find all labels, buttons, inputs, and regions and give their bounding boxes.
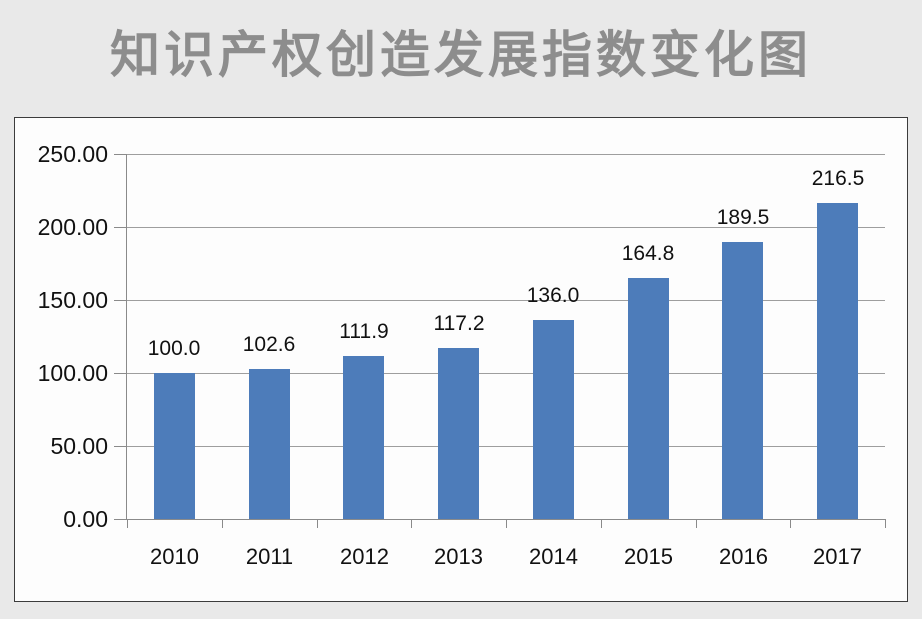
y-tick-100 (114, 373, 127, 374)
x-tick-0 (127, 519, 128, 528)
y-tick-label-50: 50.00 (50, 433, 108, 459)
bar-value-label-2011: 102.6 (242, 333, 296, 356)
bar-2015 (628, 278, 669, 519)
y-tick-label-0: 0.00 (63, 506, 108, 532)
gridline-200 (127, 227, 885, 228)
y-tick-250 (114, 154, 127, 155)
bar-2011 (249, 369, 290, 519)
bar-2016 (722, 242, 763, 519)
x-axis-line (126, 519, 885, 520)
x-axis-label-2010: 2010 (150, 544, 199, 569)
x-tick-7 (790, 519, 791, 528)
y-axis-line (126, 154, 127, 520)
bar-value-label-2016: 189.5 (716, 206, 770, 229)
y-tick-label-200: 200.00 (37, 214, 108, 240)
y-tick-label-100: 100.00 (37, 360, 108, 386)
x-tick-3 (411, 519, 412, 528)
x-tick-8 (885, 519, 886, 528)
x-tick-2 (317, 519, 318, 528)
bar-value-label-2013: 117.2 (433, 312, 485, 335)
chart-panel: 100.0 102.6 111.9 117.2 136.0 164.8 189.5 216.5… (14, 117, 908, 602)
bar-value-label-2017: 216.5 (811, 167, 865, 190)
plot-area: 100.0 102.6 111.9 117.2 136.0 164.8 189.5 216.5 (126, 154, 885, 520)
bar-2017 (817, 203, 858, 519)
bar-value-label-2012: 111.9 (339, 320, 389, 343)
bar-2013 (438, 348, 479, 519)
x-tick-6 (696, 519, 697, 528)
x-axis-label-2013: 2013 (434, 544, 483, 569)
bar-2010 (154, 373, 195, 519)
bar-value-label-2015: 164.8 (621, 242, 675, 265)
x-tick-5 (601, 519, 602, 528)
bar-value-label-2010: 100.0 (147, 337, 201, 360)
bar-2014 (533, 320, 574, 519)
y-tick-50 (114, 446, 127, 447)
x-axis-label-2012: 2012 (340, 544, 389, 569)
x-axis-label-2015: 2015 (624, 544, 673, 569)
x-axis-label-2017: 2017 (813, 544, 862, 569)
x-tick-4 (506, 519, 507, 528)
gridline-50 (127, 446, 885, 447)
y-tick-label-150: 150.00 (37, 287, 108, 313)
y-tick-200 (114, 227, 127, 228)
x-axis-label-2016: 2016 (719, 544, 768, 569)
y-tick-label-250: 250.00 (37, 141, 108, 167)
bar-value-label-2014: 136.0 (526, 284, 580, 307)
bar-2012 (343, 356, 384, 519)
gridline-100 (127, 373, 885, 374)
x-axis-label-2011: 2011 (245, 544, 294, 569)
chart-title: 知识产权创造发展指数变化图 (110, 27, 812, 83)
y-tick-0 (114, 519, 127, 520)
x-tick-1 (222, 519, 223, 528)
gridline-150 (127, 300, 885, 301)
gridline-250 (127, 154, 885, 155)
y-tick-150 (114, 300, 127, 301)
x-axis-label-2014: 2014 (529, 544, 578, 569)
